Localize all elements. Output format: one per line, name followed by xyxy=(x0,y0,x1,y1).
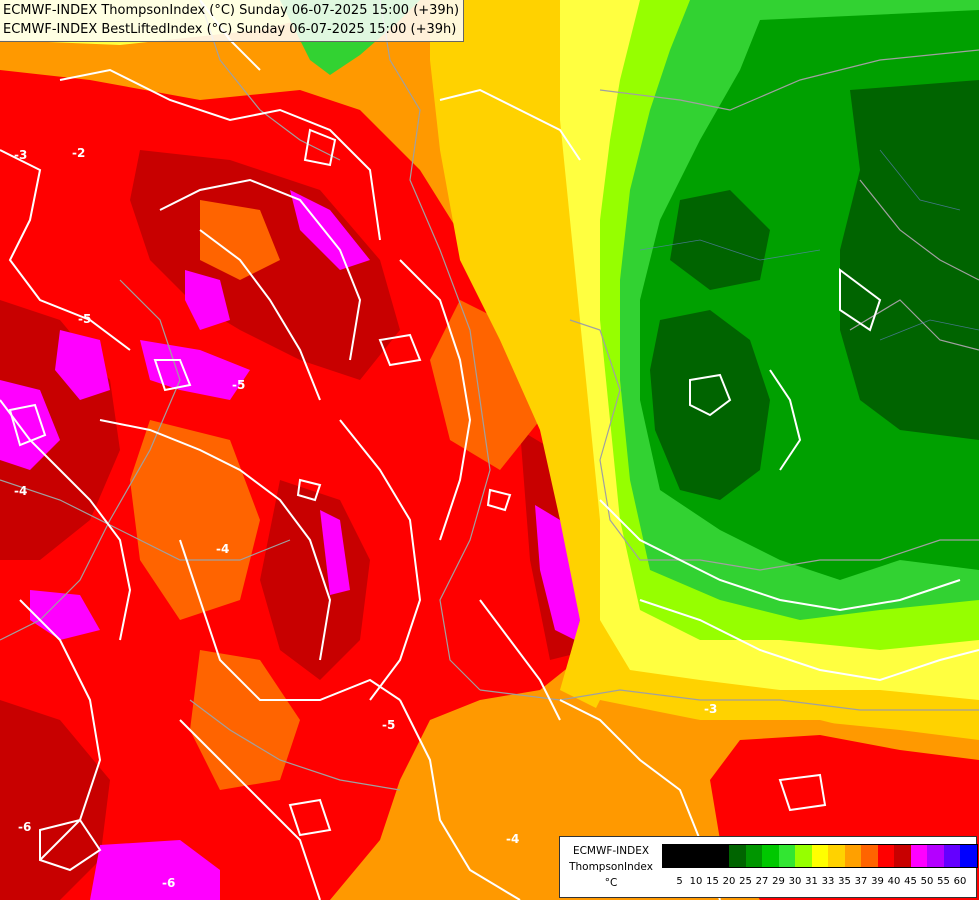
color-legend: ECMWF-INDEX ThompsonIndex °C 5 10 15 20 25 27… xyxy=(559,836,978,898)
legend-tick-label: 30 xyxy=(788,876,802,887)
field-magenta-1 xyxy=(0,380,60,470)
contour-label: -4 xyxy=(216,542,230,556)
contour-label: -2 xyxy=(72,146,86,160)
field-darkred-3 xyxy=(260,480,370,680)
legend-tick-label: 31 xyxy=(805,876,818,887)
legend-tick-label: 35 xyxy=(838,876,851,887)
field-magenta-11 xyxy=(90,840,220,900)
field-darkred-5 xyxy=(0,700,110,900)
legend-tick-label: 39 xyxy=(871,876,884,887)
legend-tick-label: 45 xyxy=(904,876,917,887)
legend-swatch xyxy=(712,845,729,867)
legend-title-model: ECMWF-INDEX xyxy=(572,845,650,857)
legend-tick-label: 10 xyxy=(689,876,703,887)
header-title-thompson: ECMWF-INDEX ThompsonIndex (°C) Sunday 06… xyxy=(3,3,460,18)
legend-tick-label: 33 xyxy=(821,876,835,887)
legend-swatch xyxy=(943,845,960,867)
rivers xyxy=(639,149,979,341)
contour-label: -6 xyxy=(162,876,176,890)
contour-label: -3 xyxy=(704,702,718,716)
field-darkgreen-2 xyxy=(670,190,770,290)
legend-swatch xyxy=(696,845,713,867)
field-orange-1 xyxy=(130,420,260,620)
contour-label: -5 xyxy=(382,718,396,732)
legend-title-variable: ThompsonIndex xyxy=(569,861,653,873)
legend-swatch xyxy=(960,845,977,867)
field-orange-4 xyxy=(200,200,280,280)
legend-swatch xyxy=(679,845,696,867)
field-magenta-5 xyxy=(185,270,230,330)
contour-label: -6 xyxy=(18,820,32,834)
contour-label: -5 xyxy=(232,378,246,392)
legend-tick-label: 60 xyxy=(953,876,967,887)
legend-swatch xyxy=(663,845,680,867)
legend-swatch xyxy=(828,845,845,867)
legend-swatch xyxy=(795,845,812,867)
legend-swatch xyxy=(877,845,894,867)
legend-swatch xyxy=(910,845,927,867)
field-darkgreen-east xyxy=(840,80,979,440)
legend-tick-label: 27 xyxy=(755,876,769,887)
legend-swatch xyxy=(861,845,878,867)
field-darkgreen-core xyxy=(650,310,770,500)
legend-swatch xyxy=(729,845,746,867)
legend-swatch xyxy=(745,845,762,867)
legend-swatch xyxy=(844,845,861,867)
contour-label: -4 xyxy=(506,832,520,846)
legend-tick-label: 37 xyxy=(854,876,868,887)
legend-swatch xyxy=(762,845,779,867)
legend-tick-label: 55 xyxy=(937,876,950,887)
field-magenta-4 xyxy=(290,190,370,270)
legend-swatch xyxy=(778,845,795,867)
field-magenta-6 xyxy=(535,505,585,640)
legend-tick-label: 40 xyxy=(887,876,901,887)
legend-title-unit: °C xyxy=(604,877,618,889)
contour-label: -5 xyxy=(78,312,92,326)
field-magenta-2 xyxy=(55,330,110,400)
contour-label: -4 xyxy=(14,484,28,498)
legend-tick-label: 20 xyxy=(722,876,736,887)
legend-tick-label: 5 xyxy=(676,876,683,887)
field-magenta-3 xyxy=(140,340,250,400)
legend-swatch xyxy=(927,845,944,867)
header-title-lifted: ECMWF-INDEX BestLiftedIndex (°C) Sunday … xyxy=(3,22,457,37)
legend-color-bar xyxy=(662,844,978,868)
contour-label: -3 xyxy=(14,148,28,162)
country-borders xyxy=(0,0,979,791)
legend-swatch xyxy=(811,845,828,867)
legend-tick-label: 29 xyxy=(772,876,785,887)
field-magenta-7 xyxy=(320,510,350,595)
map-header: ECMWF-INDEX ThompsonIndex (°C) Sunday 06… xyxy=(0,0,465,42)
legend-tick-label: 15 xyxy=(706,876,719,887)
legend-swatch xyxy=(894,845,911,867)
legend-tick-label: 25 xyxy=(739,876,752,887)
legend-tick-label: 50 xyxy=(920,876,934,887)
